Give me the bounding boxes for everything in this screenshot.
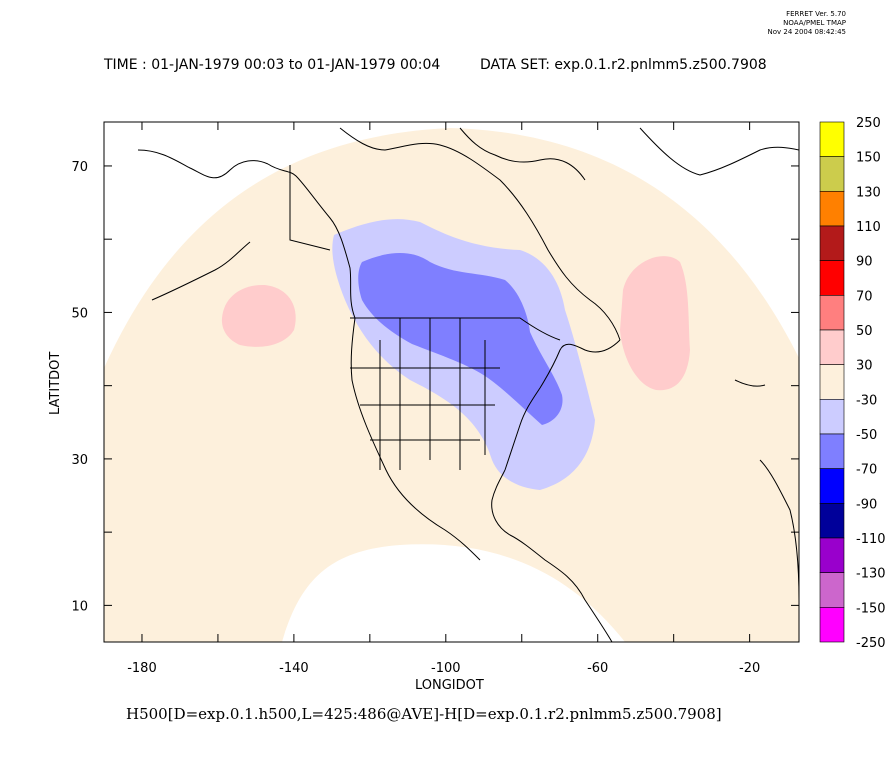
colorbar-level-label: -250 bbox=[856, 636, 886, 651]
colorbar-cell bbox=[819, 225, 845, 261]
colorbar-cell bbox=[819, 156, 845, 192]
plot-timestamp: Nov 24 2004 08:42:45 bbox=[767, 28, 847, 36]
chart-title: H500[D=exp.0.1.h500,L=425:486@AVE]-H[D=e… bbox=[126, 705, 722, 723]
colorbar-level-label: 70 bbox=[856, 289, 873, 304]
colorbar-cell bbox=[819, 572, 845, 608]
x-tick-label: -20 bbox=[739, 661, 760, 676]
colorbar-level-label: -50 bbox=[856, 428, 877, 443]
x-tick-label: -140 bbox=[279, 661, 309, 676]
y-axis-label: LATITDOT bbox=[48, 351, 63, 415]
colorbar-level-label: -130 bbox=[856, 567, 886, 582]
colorbar-cell bbox=[819, 364, 845, 400]
colorbar-level-label: -70 bbox=[856, 463, 877, 478]
colorbar-level-label: 90 bbox=[856, 255, 873, 270]
y-tick-label: 30 bbox=[71, 453, 88, 468]
colorbar-cell bbox=[819, 607, 845, 643]
colorbar-cell bbox=[819, 433, 845, 469]
coastlines bbox=[137, 127, 799, 642]
x-axis-label: LONGIDOT bbox=[415, 678, 484, 693]
colorbar-cell bbox=[819, 329, 845, 365]
x-axis: -180 -140 -100 -60 -20 bbox=[127, 122, 760, 676]
colorbar-level-label: -90 bbox=[856, 497, 877, 512]
colorbar-cell bbox=[819, 537, 845, 573]
time-range-label: TIME : 01-JAN-1979 00:03 to 01-JAN-1979 … bbox=[104, 57, 441, 73]
colorbar: 250 150 130 110 90 70 50 30 -30 -50 -70 -90 -110 -130… bbox=[819, 116, 886, 651]
colorbar-cell bbox=[819, 468, 845, 504]
colorbar-level-label: 50 bbox=[856, 324, 873, 339]
y-axis: 10 30 50 70 bbox=[71, 160, 799, 614]
colorbar-level-label: 30 bbox=[856, 359, 873, 374]
ferret-version: FERRET Ver. 5.70 bbox=[786, 10, 846, 18]
x-tick-label: -100 bbox=[431, 661, 461, 676]
colorbar-cell bbox=[819, 295, 845, 331]
organization-label: NOAA/PMEL TMAP bbox=[783, 19, 846, 27]
colorbar-level-label: 150 bbox=[856, 151, 881, 166]
y-tick-label: 50 bbox=[71, 306, 88, 321]
colorbar-level-label: 130 bbox=[856, 185, 881, 200]
colorbar-level-label: -110 bbox=[856, 532, 886, 547]
colorbar-level-label: -30 bbox=[856, 393, 877, 408]
colorbar-cell bbox=[819, 503, 845, 539]
x-tick-label: -180 bbox=[127, 661, 157, 676]
political-boundaries bbox=[350, 317, 561, 470]
dataset-label: DATA SET: exp.0.1.r2.pnlmm5.z500.7908 bbox=[480, 57, 767, 73]
colorbar-cell bbox=[819, 399, 845, 435]
colorbar-cell bbox=[819, 191, 845, 227]
colorbar-level-label: 110 bbox=[856, 220, 881, 235]
colorbar-level-label: 250 bbox=[856, 116, 881, 131]
colorbar-level-label: -150 bbox=[856, 601, 886, 616]
y-tick-label: 10 bbox=[71, 599, 88, 614]
colorbar-cell bbox=[819, 121, 845, 157]
atlantic-positive-region bbox=[620, 256, 690, 391]
plot-frame bbox=[103, 121, 800, 643]
map-layer bbox=[104, 127, 799, 642]
colorbar-cell bbox=[819, 260, 845, 296]
x-tick-label: -60 bbox=[587, 661, 608, 676]
pacific-positive-region bbox=[221, 284, 296, 347]
y-tick-label: 70 bbox=[71, 160, 88, 175]
